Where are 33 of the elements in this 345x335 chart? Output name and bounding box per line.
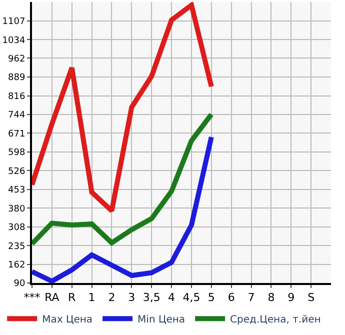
- x-tick-label: R: [68, 291, 76, 304]
- legend-label: Min Цена: [138, 314, 186, 326]
- x-tick-label: 9: [288, 291, 295, 304]
- x-tick-label: 1: [88, 291, 96, 304]
- x-tick-label: 3,5: [142, 291, 160, 304]
- y-tick-label: 1107: [2, 16, 26, 27]
- y-tick-label: 90: [14, 279, 26, 290]
- y-tick-label: 816: [8, 92, 26, 102]
- x-tick-label: 4,5: [182, 291, 200, 304]
- y-tick-label: 889: [8, 73, 26, 84]
- y-tick-label: 380: [8, 204, 26, 214]
- legend-label: Сред.Цена, т.йен: [230, 314, 321, 326]
- y-tick-label: 526: [8, 166, 26, 177]
- x-tick-label: 6: [228, 291, 235, 304]
- x-tick-label: 3: [128, 291, 136, 304]
- y-tick-label: 308: [8, 222, 26, 233]
- x-tick-label: 4: [168, 291, 176, 304]
- x-tick-label: ***: [24, 291, 41, 304]
- y-tick-label: 162: [8, 260, 26, 271]
- x-tick-label: RA: [44, 291, 60, 304]
- x-tick-label: 5: [208, 291, 215, 304]
- y-tick-label: 671: [8, 129, 26, 140]
- y-tick-label: 235: [8, 242, 26, 252]
- x-tick-label: 8: [268, 291, 275, 304]
- y-tick-label: 453: [8, 186, 26, 196]
- x-tick-label: 7: [248, 291, 255, 304]
- y-tick-label: 1034: [2, 36, 26, 46]
- x-tick-label: S: [308, 291, 315, 304]
- x-tick-label: 2: [108, 291, 116, 304]
- y-tick-label: 598: [8, 148, 26, 158]
- y-tick-label: 962: [8, 54, 26, 64]
- y-tick-label: 744: [8, 110, 26, 121]
- legend-label: Max Цена: [42, 314, 93, 326]
